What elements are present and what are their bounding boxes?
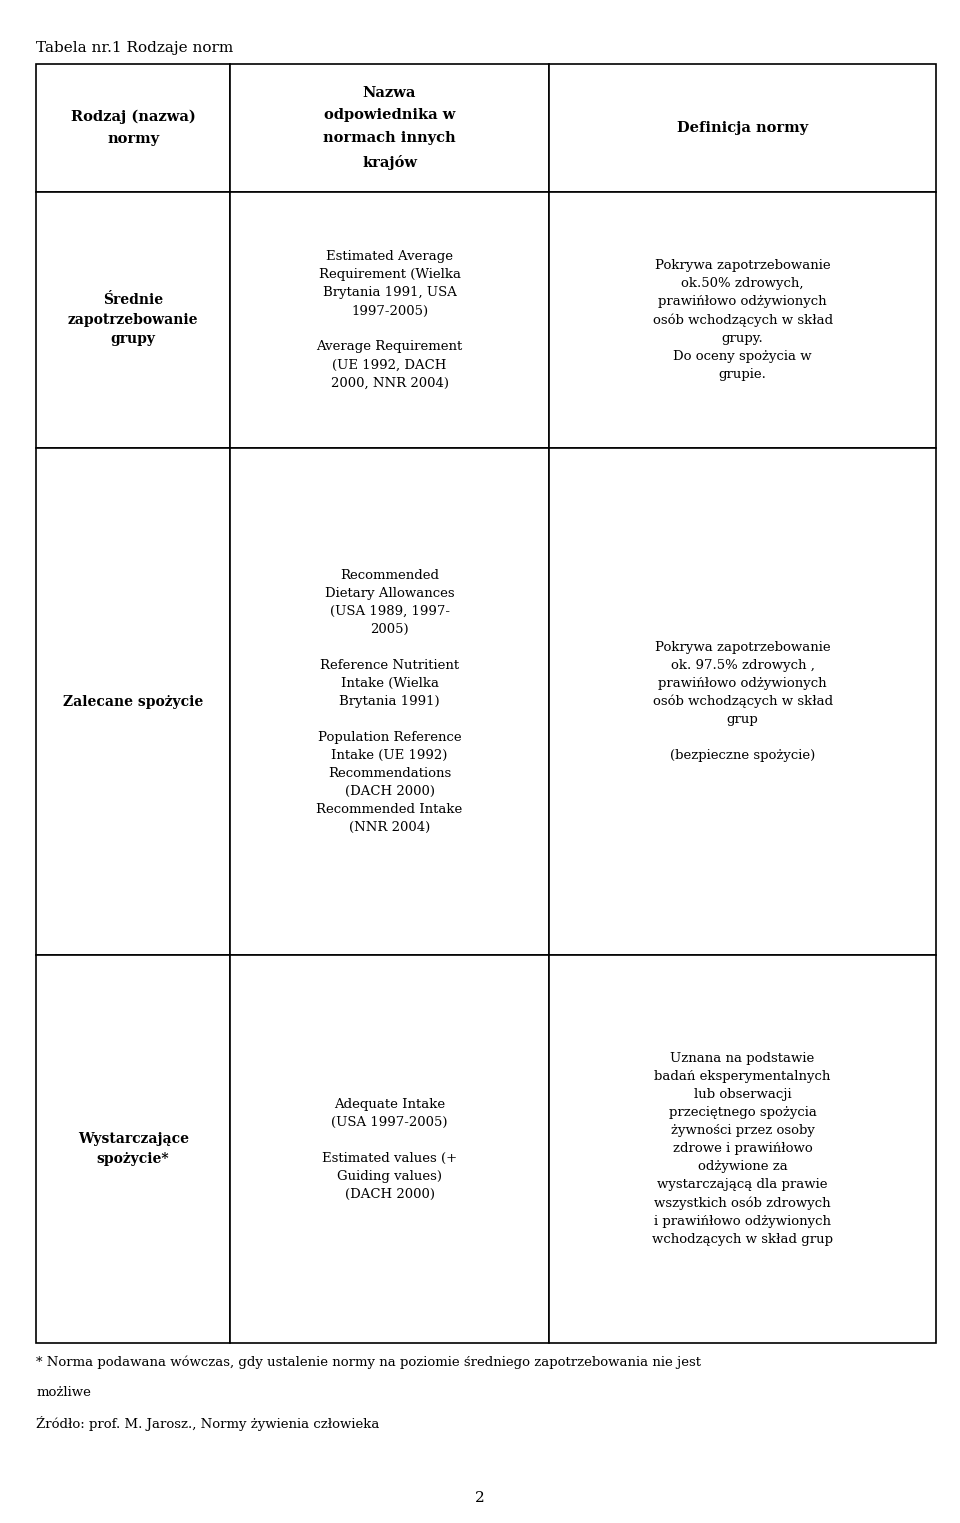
Text: Rodzaj (nazwa)
normy: Rodzaj (nazwa) normy [71,110,196,146]
Text: możliwe: możliwe [36,1386,91,1400]
Text: Uznana na podstawie
badań eksperymentalnych
lub obserwacji
przeciętnego spożycia: Uznana na podstawie badań eksperymentaln… [652,1052,833,1246]
Text: Estimated Average
Requirement (Wielka
Brytania 1991, USA
1997-2005)

Average Req: Estimated Average Requirement (Wielka Br… [317,250,463,390]
Text: Źródło: prof. M. Jarosz., Normy żywienia człowieka: Źródło: prof. M. Jarosz., Normy żywienia… [36,1416,380,1432]
Text: Nazwa
odpowiednika w
normach innych
krajów: Nazwa odpowiednika w normach innych kraj… [324,85,456,171]
Bar [229,955,549,1343]
Bar [36,64,229,192]
Bar [36,448,229,955]
Text: Wystarczające
spożycie*: Wystarczające spożycie* [78,1132,189,1165]
Bar [229,448,549,955]
Text: Pokrywa zapotrzebowanie
ok.50% zdrowych,
prawińłowo odżywionych
osób wchodzących: Pokrywa zapotrzebowanie ok.50% zdrowych,… [653,259,832,381]
Text: Recommended
Dietary Allowances
(USA 1989, 1997-
2005)

Reference Nutritient
Inta: Recommended Dietary Allowances (USA 1989… [317,570,463,835]
Text: Pokrywa zapotrzebowanie
ok. 97.5% zdrowych ,
prawińłowo odżywionych
osób wchodzą: Pokrywa zapotrzebowanie ok. 97.5% zdrowy… [653,641,832,763]
Text: Zalecane spożycie: Zalecane spożycie [63,694,204,708]
Text: Tabela nr.1 Rodzaje norm: Tabela nr.1 Rodzaje norm [36,41,233,55]
Bar [549,192,936,448]
Text: Definicja normy: Definicja normy [677,120,808,136]
Bar [549,955,936,1343]
Text: 2: 2 [475,1491,485,1505]
Bar [229,192,549,448]
Bar [549,64,936,192]
Bar [229,64,549,192]
Text: * Norma podawana wówczas, gdy ustalenie normy na poziomie średniego zapotrzebowa: * Norma podawana wówczas, gdy ustalenie … [36,1355,702,1369]
Bar [549,448,936,955]
Text: Adequate Intake
(USA 1997-2005)

Estimated values (+
Guiding values)
(DACH 2000): Adequate Intake (USA 1997-2005) Estimate… [322,1098,457,1200]
Bar [36,955,229,1343]
Bar [36,192,229,448]
Text: Średnie
zapotrzebowanie
grupy: Średnie zapotrzebowanie grupy [68,294,199,346]
